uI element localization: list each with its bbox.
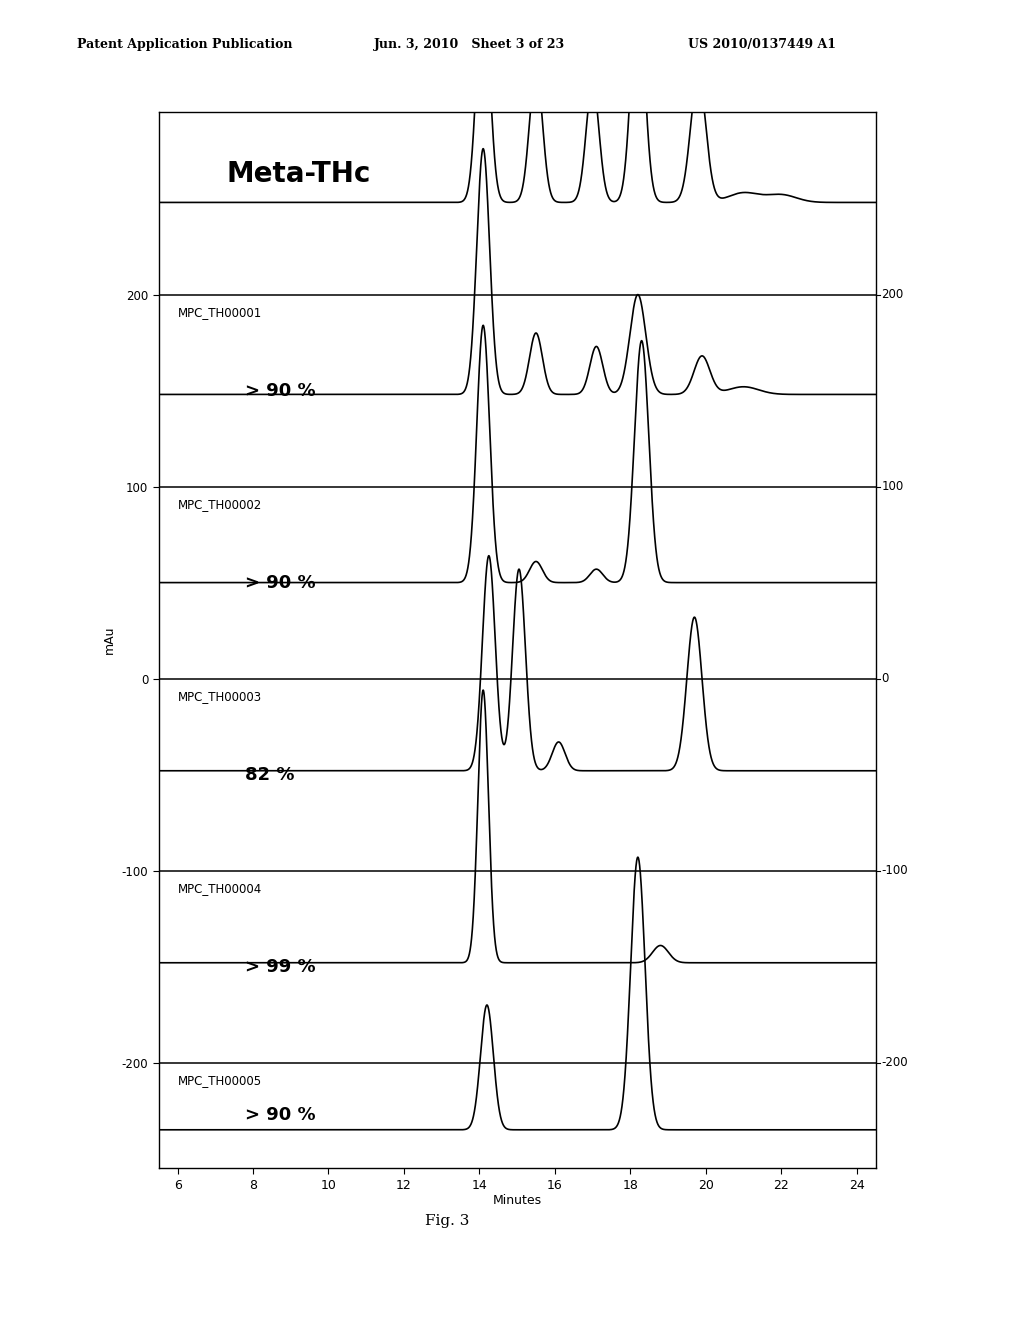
- Text: > 90 %: > 90 %: [246, 381, 316, 400]
- Text: MPC_TH00005: MPC_TH00005: [177, 1074, 262, 1088]
- Text: MPC_TH00001: MPC_TH00001: [177, 306, 262, 319]
- Text: Meta-THc: Meta-THc: [226, 160, 371, 187]
- Text: TH4: TH4: [575, 62, 609, 78]
- Text: MPC_TH00004: MPC_TH00004: [177, 882, 262, 895]
- Text: > 99 %: > 99 %: [246, 957, 316, 975]
- Text: Fig. 3: Fig. 3: [425, 1214, 469, 1228]
- Text: 82 %: 82 %: [246, 766, 295, 784]
- Text: -200: -200: [882, 1056, 908, 1069]
- Text: Jun. 3, 2010   Sheet 3 of 23: Jun. 3, 2010 Sheet 3 of 23: [374, 38, 565, 51]
- Text: TH2: TH2: [519, 44, 553, 58]
- Text: MPC_TH00003: MPC_TH00003: [177, 690, 262, 704]
- Y-axis label: mAu: mAu: [103, 626, 116, 655]
- Text: 200: 200: [882, 288, 903, 301]
- Text: 100: 100: [882, 480, 903, 494]
- Text: > 90 %: > 90 %: [246, 574, 316, 591]
- Text: US 2010/0137449 A1: US 2010/0137449 A1: [688, 38, 837, 51]
- Text: MPC_TH00002: MPC_TH00002: [177, 498, 262, 511]
- Text: -100: -100: [882, 865, 908, 876]
- Text: Patent Application Publication: Patent Application Publication: [77, 38, 292, 51]
- Text: > 90 %: > 90 %: [246, 1106, 316, 1125]
- Text: TH7: TH7: [681, 53, 715, 69]
- X-axis label: Minutes: Minutes: [493, 1195, 542, 1208]
- Text: 0: 0: [882, 672, 889, 685]
